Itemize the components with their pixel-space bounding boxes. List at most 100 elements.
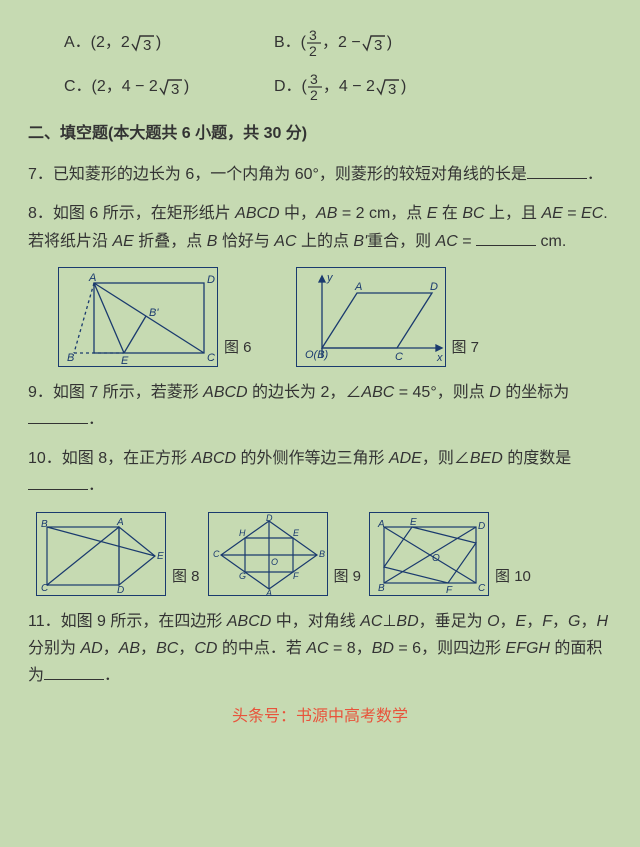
svg-text:3: 3 [171, 81, 179, 98]
fig8-label: 图 8 [172, 564, 200, 596]
sqrt3-icon: 3 [375, 76, 401, 98]
svg-text:A: A [265, 588, 272, 596]
svg-text:B: B [319, 549, 325, 559]
t: 中， [280, 205, 316, 222]
svg-text:C: C [478, 583, 486, 594]
option-a-tail: ) [156, 29, 161, 56]
id: ABC [361, 384, 394, 401]
question-9: 9．如图 7 所示，若菱形 ABCD 的边长为 2，∠ABC = 45°，则点 … [28, 379, 612, 433]
t: 9．如图 7 所示，若菱形 [28, 384, 203, 401]
svg-text:3: 3 [309, 28, 317, 43]
t: 的中点．若 [217, 640, 306, 657]
svg-text:D: D [478, 521, 485, 532]
id: E [516, 613, 527, 630]
id: BC [156, 640, 178, 657]
t: ， [103, 640, 119, 657]
t: 11．如图 9 所示，在四边形 [28, 613, 227, 630]
option-b-tail: ) [387, 29, 392, 56]
id: AB [119, 640, 140, 657]
t: = [563, 205, 581, 222]
svg-text:2: 2 [309, 43, 317, 58]
id: AC [306, 640, 328, 657]
svg-text:D: D [117, 585, 124, 596]
figure-10: AED BFC O 图 10 [369, 512, 531, 596]
svg-text:B: B [41, 519, 48, 530]
t: = [458, 233, 476, 250]
t: ， [140, 640, 156, 657]
option-d-head: D．( [274, 73, 307, 100]
id: ABCD [235, 205, 279, 222]
svg-text:E: E [410, 517, 417, 528]
svg-text:C: C [207, 352, 215, 364]
figure-row-1: AD BEC B' 图 6 yx AD O(B)C 图 7 [58, 267, 612, 367]
svg-text:E: E [121, 355, 129, 367]
t: 分别为 [28, 640, 80, 657]
svg-text:E: E [293, 528, 300, 538]
option-d: D．( 32 ，4 − 2 3 ) [274, 72, 406, 102]
blank [44, 664, 104, 680]
id: EC [581, 205, 603, 222]
t: ， [500, 613, 516, 630]
id: B' [353, 233, 367, 250]
svg-text:D: D [266, 513, 273, 523]
sqrt3-icon: 3 [158, 76, 184, 98]
id: B [207, 233, 218, 250]
figure-8: BA CD E 图 8 [36, 512, 200, 596]
id: BD [396, 613, 418, 630]
question-10: 10．如图 8，在正方形 ABCD 的外侧作等边三角形 ADE，则∠BED 的度… [28, 445, 612, 499]
t: ． [88, 411, 104, 428]
fig8-diagram: BA CD E [36, 512, 166, 596]
svg-text:y: y [326, 272, 334, 284]
t: 中，对角线 [271, 613, 360, 630]
svg-text:O: O [432, 553, 440, 564]
id: AC [436, 233, 458, 250]
option-d-mid: ，4 − 2 [323, 73, 375, 100]
t: 折叠，点 [134, 233, 207, 250]
t: 恰好与 [217, 233, 274, 250]
section-heading: 二、填空题(本大题共 6 小题，共 30 分) [28, 120, 612, 147]
id: BED [470, 450, 503, 467]
q7-tail: ． [587, 166, 603, 183]
t: = 45°，则点 [394, 384, 489, 401]
t: 重合，则 [367, 233, 435, 250]
svg-text:3: 3 [310, 72, 318, 87]
svg-text:x: x [436, 352, 443, 364]
svg-text:3: 3 [143, 37, 151, 54]
option-b: B．( 32 ，2 − 3 ) [274, 28, 392, 58]
fig6-label: 图 6 [224, 335, 252, 367]
id: O [487, 613, 499, 630]
t: ， [526, 613, 542, 630]
t: ，则∠ [422, 450, 470, 467]
svg-text:A: A [88, 272, 96, 284]
t: cm. [536, 233, 566, 250]
fig6-diagram: AD BEC B' [58, 267, 218, 367]
id: AC [274, 233, 296, 250]
t: 的度数是 [503, 450, 571, 467]
id: F [542, 613, 552, 630]
svg-text:C: C [213, 549, 220, 559]
frac-3-2-icon: 32 [307, 72, 323, 102]
svg-text:O: O [271, 557, 278, 567]
t: 上的点 [297, 233, 354, 250]
question-11: 11．如图 9 所示，在四边形 ABCD 中，对角线 AC⊥BD，垂足为 O，E… [28, 608, 612, 690]
id: AB [316, 205, 337, 222]
figure-9: DB AC HE FG O 图 9 [208, 512, 362, 596]
id: AE [112, 233, 133, 250]
id: CD [194, 640, 217, 657]
svg-text:D: D [430, 281, 438, 293]
t: ， [552, 613, 568, 630]
svg-text:3: 3 [374, 37, 382, 54]
svg-text:D: D [207, 274, 215, 286]
t: 的外侧作等边三角形 [236, 450, 389, 467]
id: EFGH [506, 640, 550, 657]
fig10-diagram: AED BFC O [369, 512, 489, 596]
svg-text:G: G [239, 571, 246, 581]
id: BD [372, 640, 394, 657]
options-row-2: C．(2，4 − 2 3 ) D．( 32 ，4 − 2 3 ) [28, 72, 612, 102]
t: ， [580, 613, 596, 630]
blank [476, 230, 536, 246]
svg-text:B: B [67, 352, 74, 364]
id: D [489, 384, 501, 401]
option-d-tail: ) [401, 73, 406, 100]
t: ． [88, 477, 104, 494]
